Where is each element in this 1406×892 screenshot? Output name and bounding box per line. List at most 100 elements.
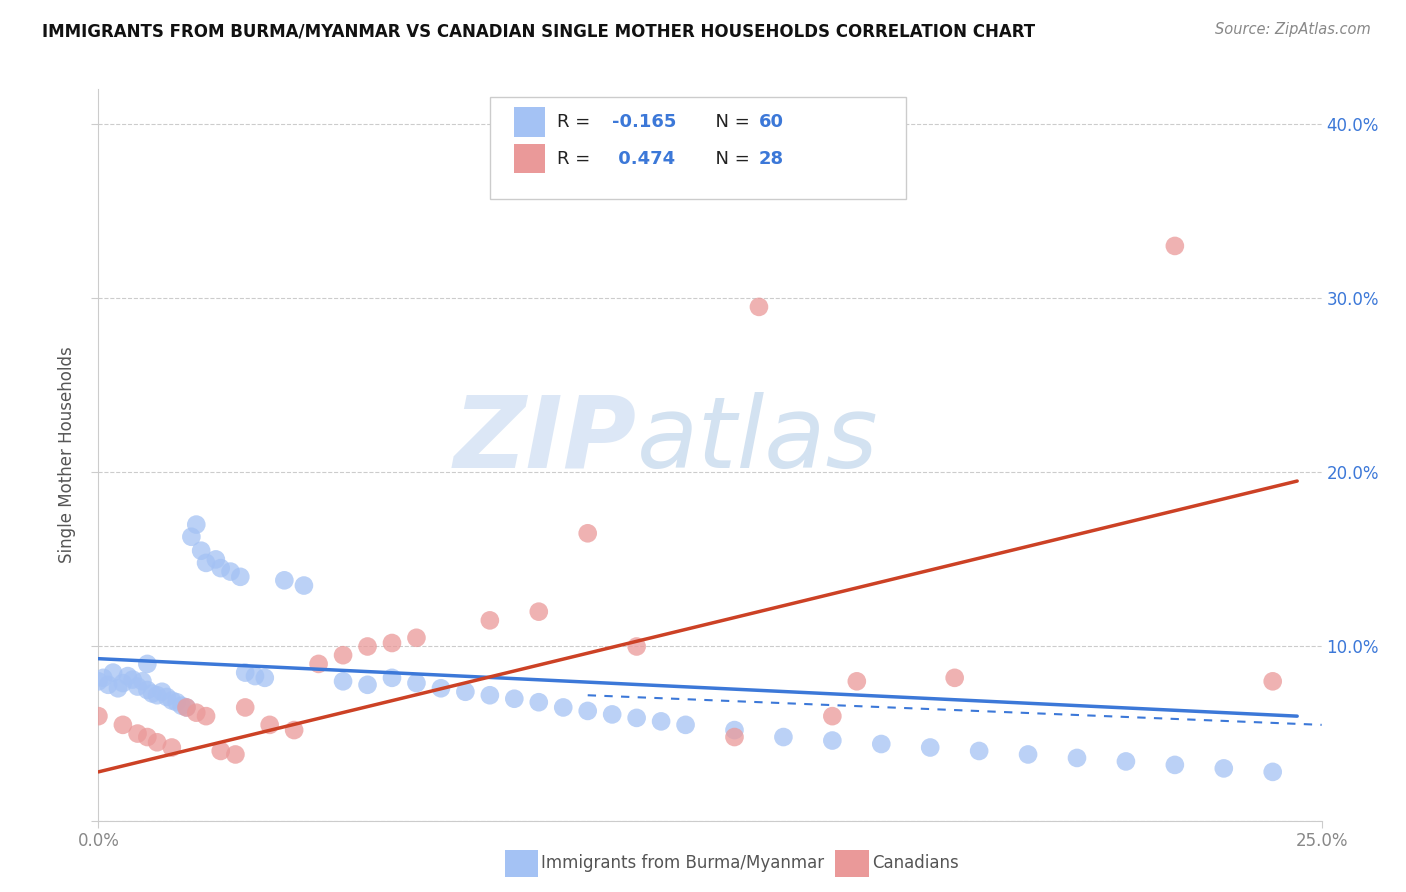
Point: [186, 517, 208, 532]
Point: [967, 744, 990, 758]
Point: [723, 723, 745, 737]
Point: [127, 726, 149, 740]
Point: [205, 552, 228, 566]
Point: [943, 671, 966, 685]
Point: [160, 740, 183, 755]
Text: ZIP: ZIP: [454, 392, 637, 489]
Bar: [515, 144, 546, 173]
Point: [87, 674, 110, 689]
Point: [845, 674, 868, 689]
Point: [233, 665, 256, 680]
Point: [1164, 239, 1187, 253]
Point: [117, 669, 139, 683]
Text: Canadians: Canadians: [872, 855, 959, 872]
Point: [146, 735, 169, 749]
Point: [136, 657, 159, 671]
Point: [920, 740, 942, 755]
Point: [107, 681, 129, 696]
Point: [292, 578, 315, 592]
Point: [478, 613, 501, 627]
Point: [1212, 761, 1234, 775]
Point: [821, 709, 844, 723]
Point: [1017, 747, 1039, 762]
Point: [332, 674, 354, 689]
Point: [209, 744, 232, 758]
Text: Source: ZipAtlas.com: Source: ZipAtlas.com: [1215, 22, 1371, 37]
Point: [1261, 764, 1284, 779]
Point: [600, 707, 623, 722]
Point: [723, 730, 745, 744]
Point: [748, 300, 770, 314]
Text: atlas: atlas: [637, 392, 879, 489]
Point: [478, 688, 501, 702]
Point: [195, 709, 218, 723]
FancyBboxPatch shape: [489, 96, 905, 199]
Point: [121, 673, 143, 687]
Point: [136, 683, 159, 698]
Point: [160, 693, 183, 707]
Point: [101, 665, 124, 680]
Point: [356, 640, 378, 654]
Point: [229, 570, 252, 584]
Point: [150, 685, 173, 699]
Point: [381, 671, 404, 685]
Point: [233, 700, 256, 714]
Text: 60: 60: [759, 113, 785, 131]
Text: 0.474: 0.474: [612, 150, 675, 168]
Point: [186, 706, 208, 720]
Text: IMMIGRANTS FROM BURMA/MYANMAR VS CANADIAN SINGLE MOTHER HOUSEHOLDS CORRELATION C: IMMIGRANTS FROM BURMA/MYANMAR VS CANADIA…: [42, 22, 1035, 40]
Point: [146, 688, 169, 702]
Point: [405, 631, 427, 645]
Point: [527, 605, 550, 619]
Point: [111, 676, 134, 690]
Point: [283, 723, 305, 737]
Point: [253, 671, 276, 685]
Point: [553, 700, 575, 714]
Point: [527, 695, 550, 709]
Point: [190, 543, 212, 558]
Point: [180, 530, 202, 544]
Point: [170, 698, 193, 713]
Point: [87, 709, 110, 723]
Point: [503, 691, 526, 706]
Point: [111, 718, 134, 732]
Point: [454, 685, 477, 699]
Point: [1261, 674, 1284, 689]
Point: [626, 640, 648, 654]
Point: [219, 565, 242, 579]
Point: [209, 561, 232, 575]
Bar: [515, 108, 546, 136]
Point: [626, 711, 648, 725]
Point: [1066, 751, 1088, 765]
Point: [675, 718, 697, 732]
Text: Immigrants from Burma/Myanmar: Immigrants from Burma/Myanmar: [541, 855, 824, 872]
Point: [576, 526, 599, 541]
Point: [356, 678, 378, 692]
Point: [97, 678, 120, 692]
Point: [273, 574, 295, 588]
Point: [870, 737, 893, 751]
Point: [224, 747, 246, 762]
Point: [650, 714, 672, 729]
Point: [772, 730, 794, 744]
Text: R =: R =: [557, 150, 596, 168]
Point: [136, 730, 159, 744]
Point: [195, 556, 218, 570]
Point: [1164, 758, 1187, 772]
Point: [176, 700, 198, 714]
Point: [259, 718, 281, 732]
Point: [141, 686, 163, 700]
Point: [332, 648, 354, 663]
Point: [308, 657, 330, 671]
Text: 28: 28: [759, 150, 785, 168]
Text: N =: N =: [704, 113, 755, 131]
Point: [381, 636, 404, 650]
Point: [91, 671, 114, 685]
Text: N =: N =: [704, 150, 755, 168]
Point: [176, 700, 198, 714]
Point: [131, 674, 153, 689]
Point: [405, 676, 427, 690]
Point: [1115, 755, 1137, 769]
Y-axis label: Single Mother Households: Single Mother Households: [58, 347, 76, 563]
Point: [243, 669, 266, 683]
